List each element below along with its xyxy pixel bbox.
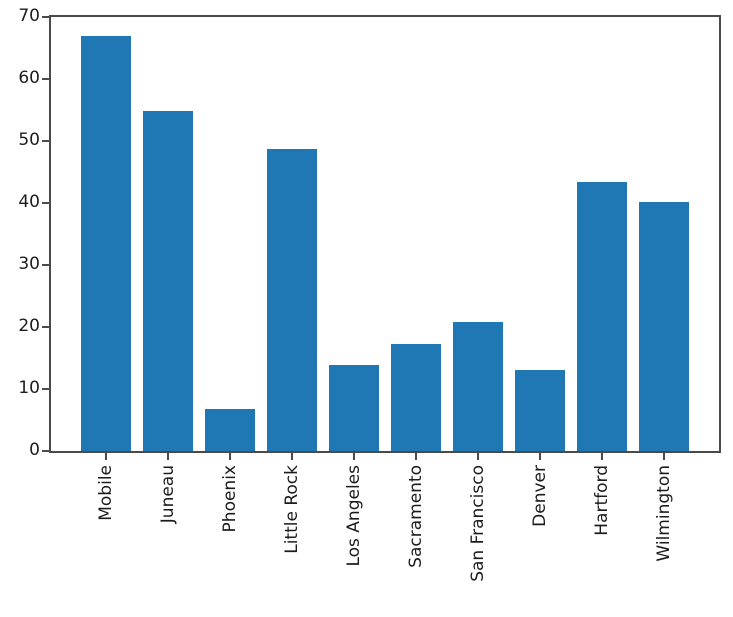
x-tick-label: Hartford [591,465,612,536]
y-tick-mark [42,78,49,80]
y-tick-label: 70 [18,6,40,26]
x-tick-mark [229,453,232,460]
y-tick-label: 40 [18,192,40,212]
x-tick-label: Los Angeles [344,465,365,567]
bar-little-rock [267,149,318,451]
x-tick-mark [105,453,108,460]
y-tick-label: 0 [29,440,40,460]
y-tick-label: 50 [18,130,40,150]
x-tick-label: Denver [529,465,550,527]
plot-area [49,15,721,453]
y-tick-label: 10 [18,378,40,398]
bar-san-francisco [452,322,503,451]
bar-juneau [143,111,194,451]
y-tick-mark [42,450,49,452]
x-tick-label: Little Rock [282,465,303,554]
x-tick-mark [291,453,294,460]
x-tick-mark [662,453,665,460]
x-tick-label: Sacramento [405,465,426,568]
x-tick-label: Wilmington [653,465,674,562]
bar-denver [514,369,565,451]
y-tick-mark [42,264,49,266]
x-tick-mark [414,453,417,460]
y-tick-mark [42,326,49,328]
y-tick-mark [42,202,49,204]
x-tick-label: San Francisco [467,465,488,582]
x-tick-mark [353,453,356,460]
y-tick-mark [42,16,49,18]
x-tick-label: Mobile [96,465,117,521]
y-tick-mark [42,140,49,142]
x-tick-label: Phoenix [220,465,241,533]
y-tick-label: 30 [18,254,40,274]
bar-sacramento [390,344,441,451]
bar-wilmington [638,201,689,451]
y-tick-mark [42,388,49,390]
x-tick-mark [476,453,479,460]
x-tick-mark [600,453,603,460]
bar-phoenix [205,408,256,451]
y-tick-label: 20 [18,316,40,336]
bar-mobile [81,35,132,451]
bar-hartford [576,181,627,451]
x-tick-mark [167,453,170,460]
bar-los-angeles [329,364,380,451]
y-tick-label: 60 [18,68,40,88]
x-tick-mark [538,453,541,460]
x-tick-label: Juneau [158,465,179,524]
